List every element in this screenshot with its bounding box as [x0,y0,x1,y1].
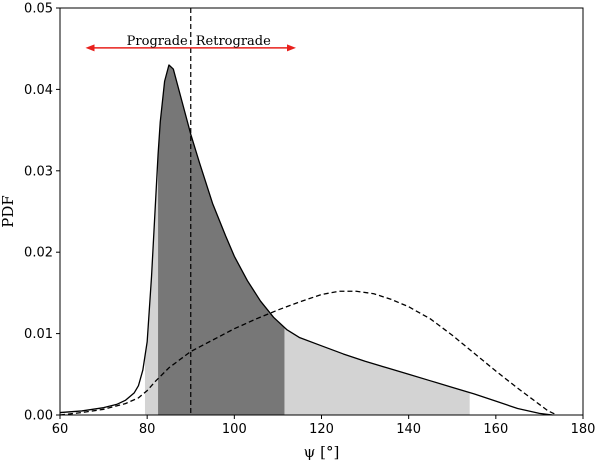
prograde-label: Prograde [127,34,188,49]
x-tick-label: 180 [571,422,596,437]
x-tick-label: 100 [222,422,247,437]
prograde-arrowhead [85,44,95,52]
y-axis-label: PDF [0,195,17,228]
x-axis-label: ψ [°] [304,443,340,461]
shaded-region-2 [158,64,285,415]
solid-pdf-line [59,64,553,416]
y-tick-label: 0.02 [24,246,53,261]
x-tick-label: 140 [396,422,421,437]
x-tick-label: 80 [139,422,156,437]
retrograde-label: Retrograde [196,34,271,49]
x-tick-label: 120 [309,422,334,437]
series-group [59,64,558,416]
y-tick-label: 0.03 [24,164,53,179]
x-tick-label: 60 [52,422,69,437]
retrograde-arrowhead [286,44,296,52]
x-axis-ticks: 60 80 100 120 140 160 180 [52,415,596,437]
x-tick-label: 160 [483,422,508,437]
y-tick-label: 0.05 [24,2,53,17]
shaded-regions [144,64,470,415]
dashed-pdf-line [59,290,558,416]
y-tick-label: 0.04 [24,83,53,98]
annotations: Prograde Retrograde [85,34,296,52]
y-axis-ticks: 0.00 0.01 0.02 0.03 0.04 0.05 [24,2,60,424]
y-tick-label: 0.00 [24,409,53,424]
y-tick-label: 0.01 [24,327,53,342]
